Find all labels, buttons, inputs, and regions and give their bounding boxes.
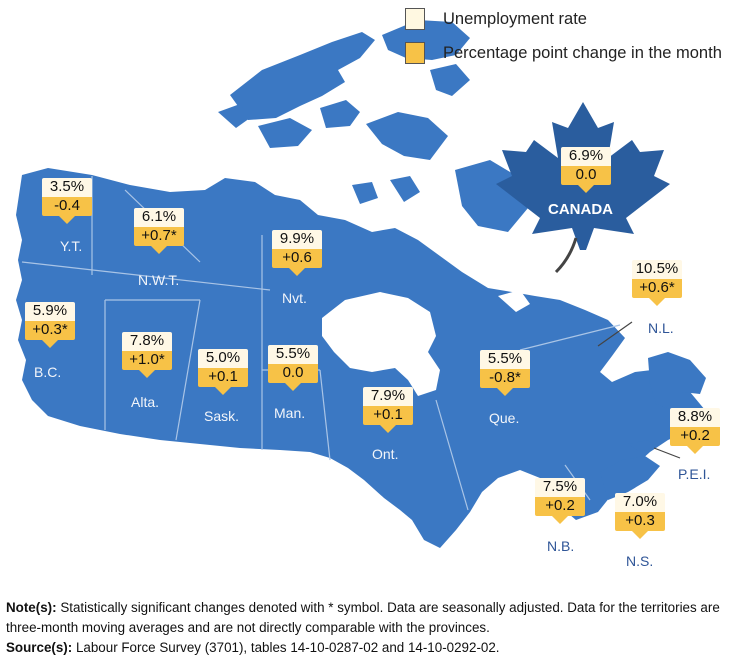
change-nwt: +0.7* (134, 227, 184, 254)
note-label: Note(s): (6, 600, 57, 615)
badge-nova-scotia: 7.0% +0.3 (615, 493, 665, 539)
note-line: Note(s): Statistically significant chang… (6, 598, 746, 638)
nova-scotia-shape (600, 456, 660, 500)
rate-new-brunswick: 7.5% (535, 478, 585, 497)
badge-pei: 8.8% +0.2 (670, 408, 720, 454)
rate-quebec: 5.5% (480, 350, 530, 369)
label-new-brunswick: N.B. (547, 538, 575, 554)
rate-nwt: 6.1% (134, 208, 184, 227)
badge-canada: 6.9% 0.0 (561, 147, 611, 193)
legend-item-change: Percentage point change in the month (405, 40, 722, 66)
label-nwt: N.W.T. (138, 272, 180, 288)
badge-saskatchewan: 5.0% +0.1 (198, 349, 248, 395)
source-text: Labour Force Survey (3701), tables 14-10… (72, 640, 500, 655)
change-ontario: +0.1 (363, 406, 413, 433)
label-ontario: Ont. (372, 446, 399, 462)
legend-label-rate: Unemployment rate (443, 9, 587, 28)
label-quebec: Que. (489, 410, 520, 426)
source-line: Source(s): Labour Force Survey (3701), t… (6, 638, 746, 658)
rate-pei: 8.8% (670, 408, 720, 427)
hudson-bay (322, 292, 440, 396)
rate-nova-scotia: 7.0% (615, 493, 665, 512)
label-pei: P.E.I. (678, 466, 711, 482)
rate-yukon: 3.5% (42, 178, 92, 197)
label-nova-scotia: N.S. (626, 553, 654, 569)
badge-yukon: 3.5% -0.4 (42, 178, 92, 224)
label-yukon: Y.T. (60, 238, 83, 254)
label-nunavut: Nvt. (282, 290, 307, 306)
badge-alberta: 7.8% +1.0* (122, 332, 172, 378)
label-bc: B.C. (34, 364, 62, 380)
badge-nunavut: 9.9% +0.6 (272, 230, 322, 276)
change-nunavut: +0.6 (272, 249, 322, 276)
label-saskatchewan: Sask. (204, 408, 240, 424)
rate-swatch (405, 8, 425, 30)
change-bc: +0.3* (25, 321, 75, 348)
label-alberta: Alta. (131, 394, 160, 410)
source-label: Source(s): (6, 640, 73, 655)
change-new-brunswick: +0.2 (535, 497, 585, 524)
legend-item-rate: Unemployment rate (405, 6, 722, 32)
label-newfoundland: N.L. (648, 320, 674, 336)
rate-ontario: 7.9% (363, 387, 413, 406)
legend-label-change: Percentage point change in the month (443, 43, 722, 62)
change-yukon: -0.4 (42, 197, 92, 224)
badge-new-brunswick: 7.5% +0.2 (535, 478, 585, 524)
rate-newfoundland: 10.5% (632, 260, 682, 279)
change-newfoundland: +0.6* (632, 279, 682, 306)
note-text: Statistically significant changes denote… (6, 600, 720, 635)
legend: Unemployment rate Percentage point chang… (405, 6, 722, 74)
label-manitoba: Man. (274, 405, 306, 421)
change-quebec: -0.8* (480, 369, 530, 396)
change-swatch (405, 42, 425, 64)
badge-nwt: 6.1% +0.7* (134, 208, 184, 254)
rate-alberta: 7.8% (122, 332, 172, 351)
rate-canada: 6.9% (561, 147, 611, 166)
change-alberta: +1.0* (122, 351, 172, 378)
leader-lines (597, 321, 681, 459)
change-pei: +0.2 (670, 427, 720, 454)
change-saskatchewan: +0.1 (198, 368, 248, 395)
rate-saskatchewan: 5.0% (198, 349, 248, 368)
canada-map (16, 20, 706, 548)
pei-shape (628, 440, 656, 452)
rate-bc: 5.9% (25, 302, 75, 321)
ungava-bay (498, 290, 530, 312)
badge-newfoundland: 10.5% +0.6* (632, 260, 682, 306)
change-nova-scotia: +0.3 (615, 512, 665, 539)
badge-manitoba: 5.5% 0.0 (268, 345, 318, 391)
canada-label: CANADA (548, 201, 613, 218)
rate-manitoba: 5.5% (268, 345, 318, 364)
footnotes: Note(s): Statistically significant chang… (6, 598, 746, 658)
badge-quebec: 5.5% -0.8* (480, 350, 530, 396)
rate-nunavut: 9.9% (272, 230, 322, 249)
newfoundland-island (648, 352, 706, 410)
change-manitoba: 0.0 (268, 364, 318, 391)
badge-ontario: 7.9% +0.1 (363, 387, 413, 433)
badge-bc: 5.9% +0.3* (25, 302, 75, 348)
change-canada: 0.0 (561, 166, 611, 193)
